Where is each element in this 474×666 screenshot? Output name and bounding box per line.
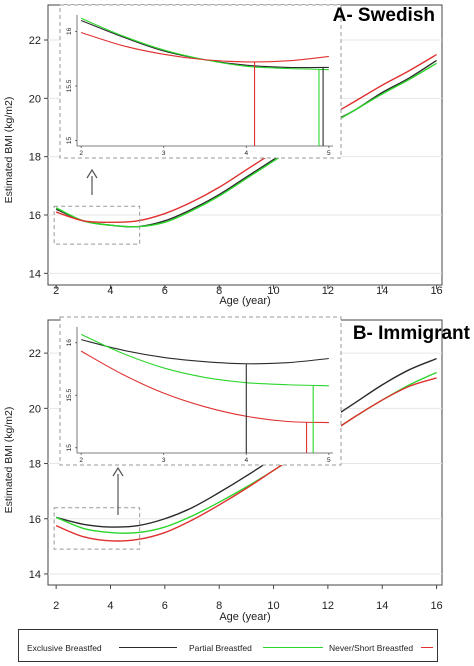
panel-a-inset-x-tick-label: 3 [162,150,166,157]
panel-b-y-tick-label: 20 [29,403,41,415]
panel-b-x-tick-label: 14 [376,600,388,612]
panel-a-y-axis-label: Estimated BMI (kg/m2) [3,97,15,204]
panel-a-y-tick-label: 22 [29,35,41,47]
panel-a-zoom-arrow-head [86,168,98,179]
panel-a-y-tick-label: 14 [29,268,41,280]
panel-a-y-tick-label: 16 [29,210,41,222]
legend-label-exclusive: Exclusive Breastfed [27,643,102,653]
panel-b-series-exclusive-breastfed [55,358,437,528]
panel-a-x-axis-label: Age (year) [219,295,270,307]
panel-a-inset-y-tick-label: 16 [66,27,73,35]
panel-b-inset-frame [59,316,342,466]
panel-a-x-tick-label: 8 [216,285,222,297]
panel-a-title: A- Swedish [333,5,435,26]
panel-b-inset: 15 15.5 16 2 3 4 5 [59,316,342,466]
panel-b-x-tick-label: 16 [430,600,442,612]
legend-swatch-exclusive [119,647,177,648]
panel-b-x-tick-label: 2 [53,600,59,612]
panel-b-x-tick-label: 6 [162,600,168,612]
legend-label-never-short: Never/Short Breastfed [329,643,414,653]
panel-a-x-tick-label: 10 [267,285,279,297]
panel-b-x-axis-label: Age (year) [219,611,270,623]
panel-a-x-tick-label: 4 [107,285,113,297]
panel-b-inset-series-never-short-breastfed [80,350,329,424]
panel-b-title: B- Immigrant [353,323,471,344]
panel-b-inset-y-tick-label: 15.5 [66,389,73,402]
panel-a-inset-y-tick-label: 15 [66,137,73,145]
panel-a-series-partial-breastfed [55,62,437,228]
panel-b-inset-y-tick-label: 16 [66,339,73,347]
legend: Exclusive Breastfed Partial Breastfed Ne… [18,629,438,662]
panel-b-y-tick-label: 14 [29,569,41,581]
panel-b-x-tick-label: 10 [267,600,279,612]
panel-a-inset-y-tick-label: 15.5 [66,79,73,92]
panel-b-inset-y-tick-label: 15 [66,444,73,452]
panel-b-series-never-short-breastfed [55,377,437,542]
panel-b-inset-x-tick-label: 2 [79,457,83,464]
panel-b-y-tick-label: 22 [29,348,41,360]
panel-a-inset-x-tick-label: 4 [244,150,248,157]
legend-swatch-partial [263,647,323,648]
legend-swatch-never-short [421,647,433,648]
panel-b-y-axis-label: Estimated BMI (kg/m2) [3,407,15,514]
panel-a-inset-series-never-short-breastfed [80,31,329,63]
panel-a-inset-x-tick-label: 5 [327,150,331,157]
panel-b-inset-series-exclusive-breastfed [80,339,329,365]
panel-b-y-tick-label: 16 [29,514,41,526]
panel-a-y-tick-label: 18 [29,152,41,164]
panel-b-inset-series-partial-breastfed [80,333,329,387]
panel-a-inset: 15 15.5 16 2 3 4 5 [59,4,342,159]
panel-b-inset-x-tick-label: 5 [327,457,331,464]
panel-a-inset-x-tick-label: 2 [79,150,83,157]
panel-b-zoom-box [53,507,141,550]
panel-b-zoom-arrow-head [112,466,124,477]
panel-a-x-tick-label: 12 [322,285,334,297]
panel-b-y-tick-label: 18 [29,459,41,471]
panel-a-series-never-short-breastfed [55,53,437,224]
panel-b-x-tick-label: 8 [216,600,222,612]
panel-b-x-tick-label: 12 [322,600,334,612]
panel-a-x-tick-label: 16 [430,285,442,297]
panel-b-x-tick-label: 4 [107,600,113,612]
panel-a-x-tick-label: 6 [162,285,168,297]
legend-label-partial: Partial Breastfed [189,643,252,653]
panel-a-y-tick-label: 20 [29,93,41,105]
panel-b-inset-x-tick-label: 4 [244,457,248,464]
panel-a-x-tick-label: 14 [376,285,388,297]
panel-b-inset-x-tick-label: 3 [162,457,166,464]
panel-a-x-tick-label: 2 [53,285,59,297]
panel-a-zoom-box [53,205,141,245]
